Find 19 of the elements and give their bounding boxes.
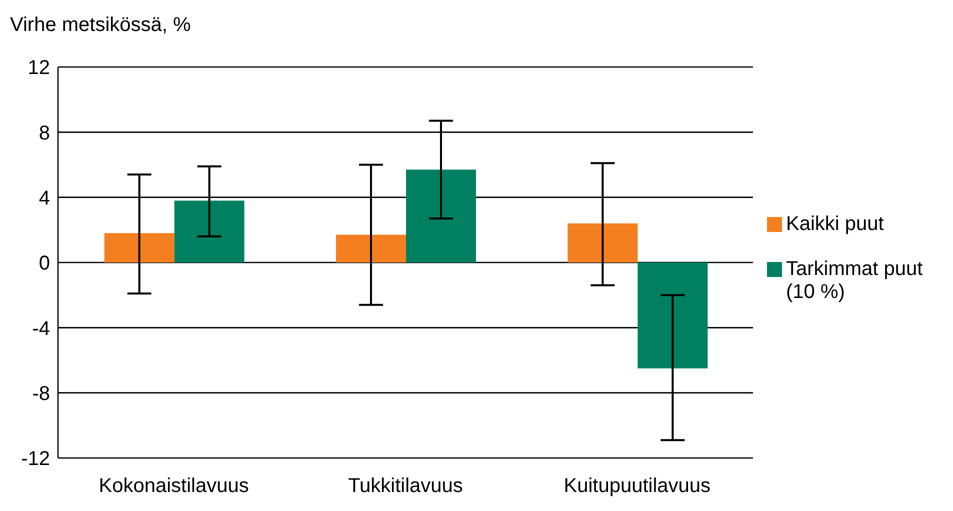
x-tick-label: Kuitupuutilavuus [564,475,711,498]
bar [406,170,476,262]
y-tick-label: -4 [32,318,50,340]
y-tick-label: 8 [38,122,50,144]
bar [104,233,174,262]
x-tick-label: Kokonaistilavuus [98,475,249,498]
y-tick-label: 12 [28,57,50,80]
y-tick-label: 0 [38,252,50,275]
y-tick-label: 4 [38,187,50,210]
legend-label: Kaikki puut [786,212,884,236]
bar [568,223,638,262]
y-axis-title: Virhe metsikössä, % [10,14,191,37]
legend-label: Tarkimmat puut (10 %) [786,258,924,304]
x-tick-label: Tukkitilavuus [348,475,463,498]
y-tick-label: -8 [32,382,50,405]
bar [638,262,708,368]
bar [174,200,244,262]
y-tick-label: -12 [21,448,50,470]
bar [336,234,406,262]
